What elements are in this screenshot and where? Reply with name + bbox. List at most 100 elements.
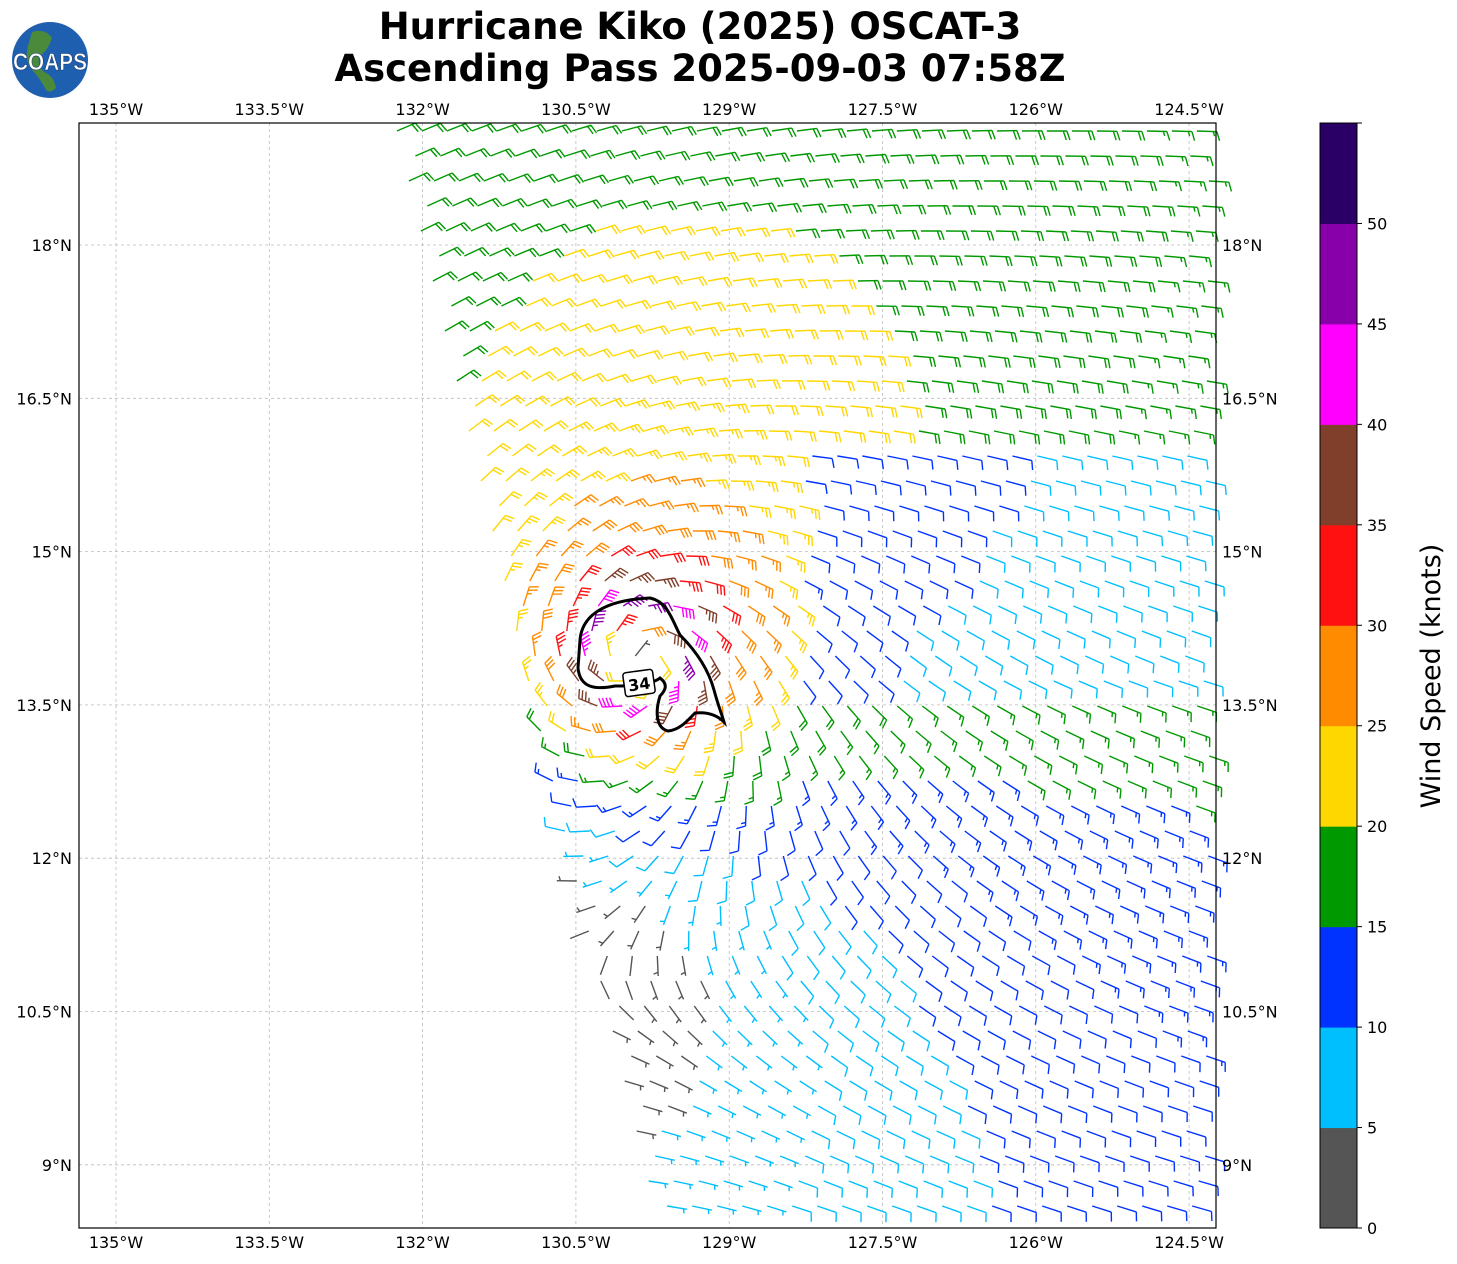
wind-barb xyxy=(1066,630,1086,649)
wind-barb xyxy=(838,355,862,366)
wind-barb xyxy=(894,905,911,930)
wind-barb xyxy=(1160,655,1180,673)
wind-barb xyxy=(581,372,608,383)
wind-barb xyxy=(918,430,941,445)
wind-barb xyxy=(1133,855,1153,874)
wind-barb xyxy=(748,1180,768,1191)
wind-barb xyxy=(966,1205,987,1223)
wind-barb xyxy=(598,697,623,708)
wind-barb xyxy=(1120,230,1144,242)
wind-barb xyxy=(934,655,953,677)
wind-barb xyxy=(1124,505,1145,521)
wind-barb xyxy=(807,279,833,290)
wind-barb xyxy=(582,273,609,284)
wind-barb xyxy=(680,1055,699,1071)
wind-barb xyxy=(1194,330,1218,344)
wind-barb xyxy=(654,577,680,588)
wind-barb xyxy=(976,305,1000,317)
right-lat-tick-label: 16.5°N xyxy=(1222,389,1278,408)
wind-barb xyxy=(859,655,876,679)
wind-barb xyxy=(943,1005,962,1027)
wind-barb xyxy=(685,780,704,800)
wind-barb xyxy=(889,830,904,855)
wind-barb xyxy=(1113,355,1136,369)
wind-barb xyxy=(813,355,838,366)
wind-barb xyxy=(510,538,532,557)
wind-barb xyxy=(766,1205,787,1216)
wind-barb xyxy=(668,426,694,437)
wind-barb xyxy=(718,428,744,439)
wind-barb xyxy=(1053,680,1073,699)
wind-barb xyxy=(908,179,933,190)
wind-barb xyxy=(994,905,1013,927)
wind-barb xyxy=(1114,255,1138,267)
wind-barb xyxy=(949,505,970,522)
wind-barb xyxy=(957,855,975,878)
wind-barb xyxy=(1174,1080,1195,1098)
wind-barb xyxy=(1080,480,1102,496)
wind-barb xyxy=(655,930,665,951)
wind-barb xyxy=(1177,780,1198,798)
wind-barb xyxy=(999,1080,1019,1100)
wind-barb xyxy=(531,371,557,382)
wind-barb xyxy=(724,505,748,517)
wind-barb xyxy=(1071,130,1096,141)
wind-barb xyxy=(1165,155,1189,167)
wind-barb xyxy=(991,1205,1012,1223)
wind-barb xyxy=(1124,1080,1145,1098)
wind-barb xyxy=(613,349,639,359)
wind-barb xyxy=(535,539,558,557)
wind-barb xyxy=(1046,130,1071,141)
wind-barb xyxy=(892,1105,912,1125)
wind-barb xyxy=(1129,580,1150,598)
wind-barb xyxy=(1126,880,1146,899)
colorbar: 0 5 10 15 20 25 30 35 40 45 50 xyxy=(1319,122,1387,1238)
wind-barb xyxy=(673,730,692,751)
wind-barb xyxy=(857,279,882,290)
wind-barb xyxy=(950,405,973,419)
wind-barb xyxy=(550,396,576,407)
wind-barb xyxy=(990,155,1015,166)
wind-barb xyxy=(1167,1205,1188,1222)
colorbar-bin xyxy=(1320,725,1357,827)
wind-barb xyxy=(1192,530,1214,546)
wind-barb xyxy=(659,905,671,926)
wind-barb xyxy=(516,608,529,632)
wind-barb xyxy=(529,562,549,582)
wind-barb xyxy=(962,455,984,470)
wind-barb xyxy=(643,1005,658,1024)
wind-barb xyxy=(556,767,578,782)
wind-barb xyxy=(637,449,663,460)
wind-barb xyxy=(1189,830,1210,848)
wind-barb xyxy=(547,586,565,607)
wind-barb xyxy=(892,530,913,548)
wind-barb xyxy=(743,429,768,440)
wind-barb xyxy=(470,222,497,232)
wind-barb xyxy=(606,373,633,384)
bottom-lon-tick-label: 124.5°W xyxy=(1154,1233,1224,1252)
left-lat-tick-label: 16.5°N xyxy=(16,389,72,408)
wind-barb xyxy=(875,980,892,1004)
wind-barb xyxy=(999,505,1020,522)
wind-barb xyxy=(1088,355,1111,369)
wind-barb xyxy=(930,480,952,496)
wind-barb xyxy=(1138,355,1161,369)
wind-barb xyxy=(643,424,669,435)
wind-barb xyxy=(716,905,722,927)
wind-barb xyxy=(1081,1055,1101,1074)
wind-barb xyxy=(752,755,763,781)
wind-barb xyxy=(864,830,878,856)
wind-barb xyxy=(761,555,781,573)
top-lon-tick-label: 129°W xyxy=(702,100,757,119)
wind-barb xyxy=(774,1080,792,1095)
wind-barb xyxy=(749,1080,767,1095)
wind-barb xyxy=(661,552,687,564)
wind-barb xyxy=(912,1030,931,1052)
wind-barb xyxy=(599,495,625,507)
wind-barb xyxy=(830,1055,849,1077)
wind-barb xyxy=(646,125,672,136)
wind-barb xyxy=(689,251,715,262)
wind-barb xyxy=(1081,380,1104,394)
wind-barb xyxy=(483,172,510,183)
wind-barb xyxy=(701,301,727,312)
